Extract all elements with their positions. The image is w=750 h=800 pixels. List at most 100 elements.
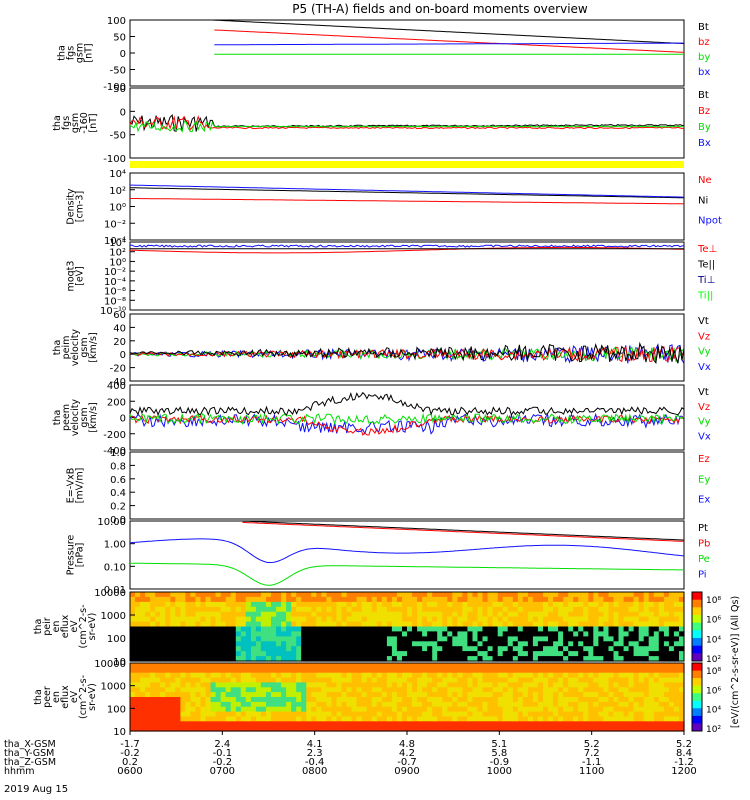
spectrogram-cell — [301, 672, 307, 679]
spectrogram-cell — [532, 687, 539, 693]
spectrogram-cell — [527, 677, 534, 684]
spectrogram-cell — [527, 636, 534, 642]
spectrogram-cell — [361, 667, 368, 674]
spectrogram-cell — [417, 716, 423, 722]
spectrogram-cell — [366, 596, 373, 603]
spectrogram-cell — [663, 631, 670, 637]
spectrogram-cell — [588, 716, 594, 722]
y-tick-label: 0 — [120, 107, 126, 118]
spectrogram-cell — [326, 611, 332, 618]
spectrogram-cell — [296, 596, 302, 603]
spectrogram-cell — [543, 611, 549, 618]
spectrogram-cell — [130, 611, 136, 618]
spectrogram-cell — [190, 701, 196, 708]
spectrogram-cell — [185, 672, 191, 679]
spectrogram-cell — [638, 592, 645, 598]
legend-Bt: Bt — [698, 22, 709, 33]
spectrogram-cell — [658, 601, 665, 608]
spectrogram-cell — [553, 626, 559, 632]
spectrogram-cell — [326, 636, 332, 642]
spectrogram-cell — [291, 687, 297, 693]
spectrogram-cell — [200, 682, 207, 688]
spectrogram-cell — [663, 726, 670, 732]
spectrogram-cell — [417, 592, 423, 598]
spectrogram-cell — [447, 616, 453, 623]
y-axis-label: peer — [42, 686, 53, 708]
spectrogram-cell — [643, 687, 650, 693]
spectrogram-cell — [679, 596, 685, 603]
spectrogram-cell — [628, 626, 635, 632]
spectrogram-cell — [447, 687, 453, 693]
spectrogram-cell — [447, 651, 453, 657]
spectrogram-cell — [195, 706, 202, 713]
spectrogram-cell — [553, 601, 559, 608]
spectrogram-cell — [391, 667, 398, 674]
spectrogram-cell — [260, 596, 267, 603]
spectrogram-cell — [286, 687, 292, 693]
spectrogram-cell — [200, 726, 207, 732]
spectrogram-cell — [658, 692, 665, 698]
spectrogram-cell — [492, 626, 499, 632]
spectrogram-cell — [170, 601, 176, 608]
spectrogram-cell — [180, 692, 186, 698]
spectrogram-cell — [583, 677, 589, 684]
spectrogram-cell — [170, 716, 176, 722]
spectrogram-cell — [291, 667, 297, 674]
spectrogram-cell — [150, 663, 156, 669]
spectrogram-cell — [140, 621, 146, 628]
spectrogram-cell — [301, 641, 307, 647]
spectrogram-cell — [482, 692, 489, 698]
spectrogram-cell — [175, 611, 181, 618]
spectrogram-cell — [321, 631, 327, 637]
spectrogram-cell — [442, 711, 448, 718]
spectrogram-cell — [467, 636, 473, 642]
spectrogram-cell — [200, 667, 207, 674]
y-tick-label: -100 — [103, 82, 126, 93]
spectrogram-cell — [230, 616, 237, 623]
spectrogram-cell — [417, 616, 423, 623]
x-axis-value: 7.2 — [584, 748, 600, 759]
spectrogram-cell — [195, 716, 202, 722]
spectrogram-cell — [512, 616, 519, 623]
spectrogram-cell — [250, 687, 257, 693]
spectrogram-cell — [427, 672, 433, 679]
spectrogram-cell — [422, 636, 428, 642]
spectrogram-cell — [220, 641, 227, 647]
spectrogram-cell — [366, 677, 373, 684]
colorbar-tick: 10⁴ — [706, 635, 721, 645]
colorbar-tick: 10² — [706, 655, 721, 665]
spectrogram-cell — [240, 697, 247, 703]
spectrogram-cell — [326, 726, 332, 732]
spectrogram-cell — [507, 601, 514, 608]
spectrogram-cell — [462, 711, 468, 718]
spectrogram-cell — [668, 651, 675, 657]
spectrogram-cell — [482, 682, 489, 688]
spectrogram-cell — [205, 646, 212, 652]
spectrogram-cell — [512, 677, 519, 684]
spectrogram-cell — [593, 611, 599, 618]
spectrogram-cell — [598, 697, 604, 703]
spectrogram-cell — [432, 601, 438, 608]
spectrogram-cell — [155, 592, 161, 598]
spectrogram-cell — [381, 697, 388, 703]
spectrogram-cell — [517, 677, 524, 684]
spectrogram-cell — [386, 682, 393, 688]
spectrogram-cell — [185, 616, 191, 623]
spectrogram-cell — [276, 606, 282, 613]
spectrogram-cell — [341, 631, 348, 637]
spectrogram-cell — [422, 716, 428, 722]
spectrogram-cell — [663, 692, 670, 698]
spectrogram-cell — [281, 646, 287, 652]
x-axis-value: 5.2 — [676, 739, 692, 750]
series-ti-perp — [129, 244, 684, 248]
spectrogram-cell — [412, 726, 418, 732]
spectrogram-cell — [578, 611, 584, 618]
spectrogram-cell — [568, 687, 574, 693]
spectrogram-cell — [608, 697, 615, 703]
spectrogram-cell — [361, 677, 368, 684]
spectrogram-cell — [220, 721, 227, 727]
spectrogram-cell — [386, 601, 393, 608]
spectrogram-cell — [245, 706, 252, 713]
spectrogram-cell — [487, 596, 494, 603]
